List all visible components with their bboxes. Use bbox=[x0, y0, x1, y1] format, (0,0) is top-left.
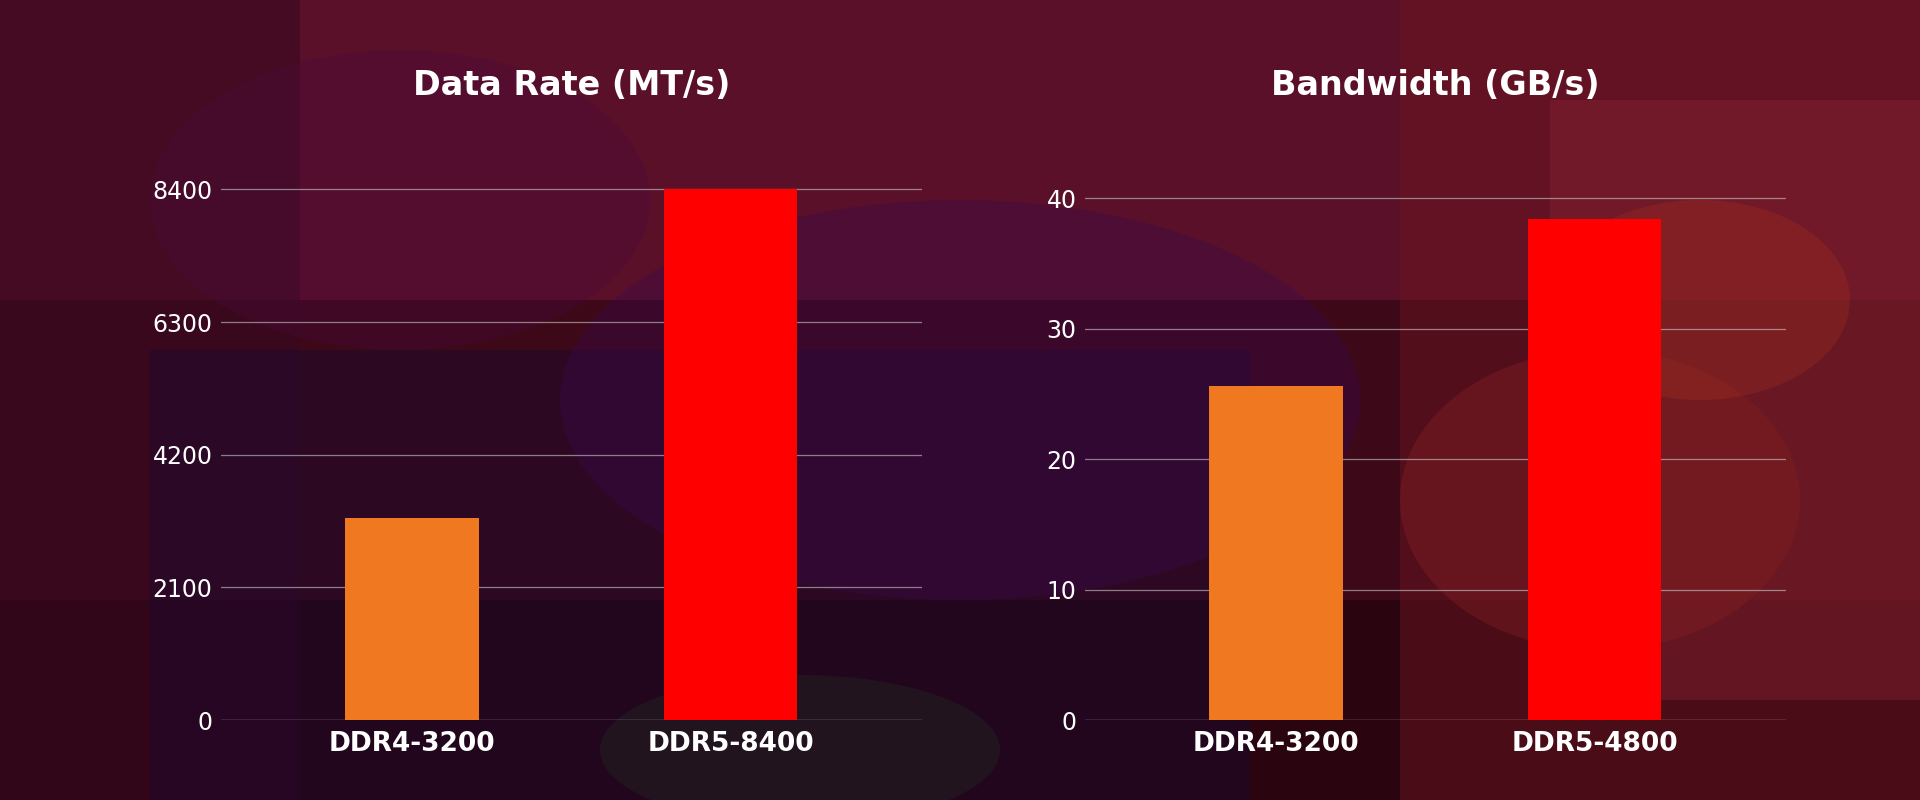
Bar bbox=[664, 190, 797, 720]
Bar bbox=[150, 350, 1250, 800]
Ellipse shape bbox=[561, 200, 1359, 600]
Title: Bandwidth (GB/s): Bandwidth (GB/s) bbox=[1271, 69, 1599, 102]
Bar bbox=[0, 300, 1920, 600]
Bar bbox=[1210, 386, 1342, 720]
Bar bbox=[1549, 100, 1920, 700]
Bar bbox=[0, 0, 300, 800]
Bar bbox=[0, 0, 1920, 300]
Ellipse shape bbox=[1549, 200, 1851, 400]
Bar bbox=[0, 600, 1920, 800]
Ellipse shape bbox=[1400, 350, 1801, 650]
Bar bbox=[346, 518, 478, 720]
Bar bbox=[1400, 0, 1920, 800]
Bar bbox=[1528, 219, 1661, 720]
Ellipse shape bbox=[599, 675, 1000, 800]
Title: Data Rate (MT/s): Data Rate (MT/s) bbox=[413, 69, 730, 102]
Ellipse shape bbox=[150, 50, 651, 350]
